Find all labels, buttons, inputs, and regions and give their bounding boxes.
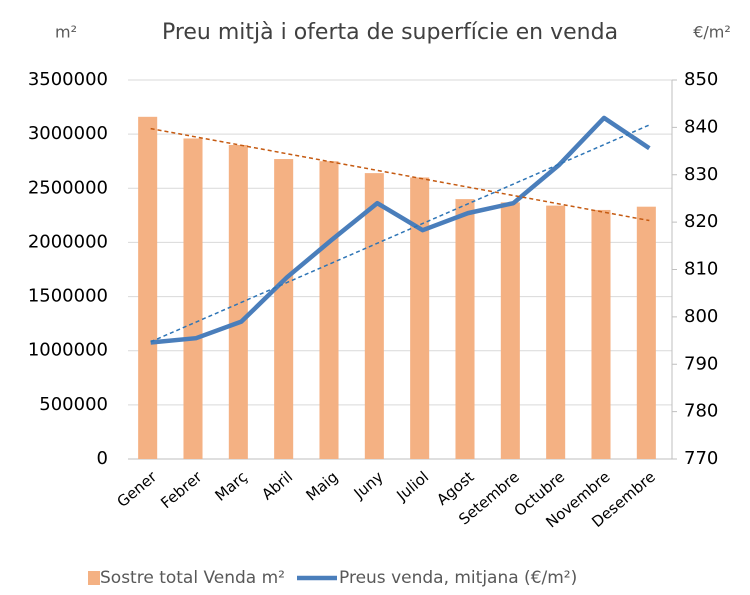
chart-title: Preu mitjà i oferta de superfície en ven… <box>162 20 618 45</box>
bar <box>183 138 203 459</box>
y-tick-label: 3500000 <box>28 69 108 90</box>
y2-tick-label: 850 <box>684 69 718 90</box>
y2-tick-label: 770 <box>684 448 718 469</box>
x-tick-label: Abril <box>258 468 296 504</box>
y2-tick-label: 810 <box>684 259 718 280</box>
y2-tick-label: 800 <box>684 306 718 327</box>
bar <box>274 159 294 459</box>
bar <box>636 206 656 459</box>
y-tick-label: 1500000 <box>28 286 108 307</box>
bar <box>546 205 566 459</box>
y-tick-label: 2500000 <box>28 177 108 198</box>
y2-tick-label: 790 <box>684 353 718 374</box>
x-tick-label: Gener <box>114 467 161 511</box>
y2-tick-label: 820 <box>684 211 718 232</box>
x-tick-label: Maig <box>302 468 341 505</box>
y-tick-label: 0 <box>97 448 108 469</box>
bar <box>410 177 430 459</box>
x-tick-label: Juny <box>350 468 387 503</box>
x-tick-label: Febrer <box>157 467 206 512</box>
y-tick-label: 3000000 <box>28 123 108 144</box>
bar <box>364 173 384 459</box>
trendline <box>150 127 650 222</box>
y2-tick-label: 780 <box>684 401 718 422</box>
bar <box>500 202 520 459</box>
bar <box>138 116 158 460</box>
bar <box>228 144 248 459</box>
y-tick-label: 2000000 <box>28 231 108 252</box>
line-series <box>150 115 651 345</box>
trendline <box>150 124 650 343</box>
legend-swatch <box>88 571 100 585</box>
y-tick-label: 1000000 <box>28 340 108 361</box>
legend-label: Preus venda, mitjana (€/m²) <box>339 568 577 588</box>
y2-tick-label: 840 <box>684 116 718 137</box>
bar <box>455 199 475 459</box>
bar <box>591 209 611 459</box>
y-tick-label: 500000 <box>39 394 108 415</box>
x-tick-label: Juliol <box>393 468 433 505</box>
x-tick-label: Març <box>211 468 250 505</box>
legend-label: Sostre total Venda m² <box>100 568 285 588</box>
bar <box>319 161 339 459</box>
y-axis-label: m² <box>55 23 77 42</box>
y2-tick-label: 830 <box>684 164 718 185</box>
y2-axis-label: €/m² <box>693 23 731 42</box>
